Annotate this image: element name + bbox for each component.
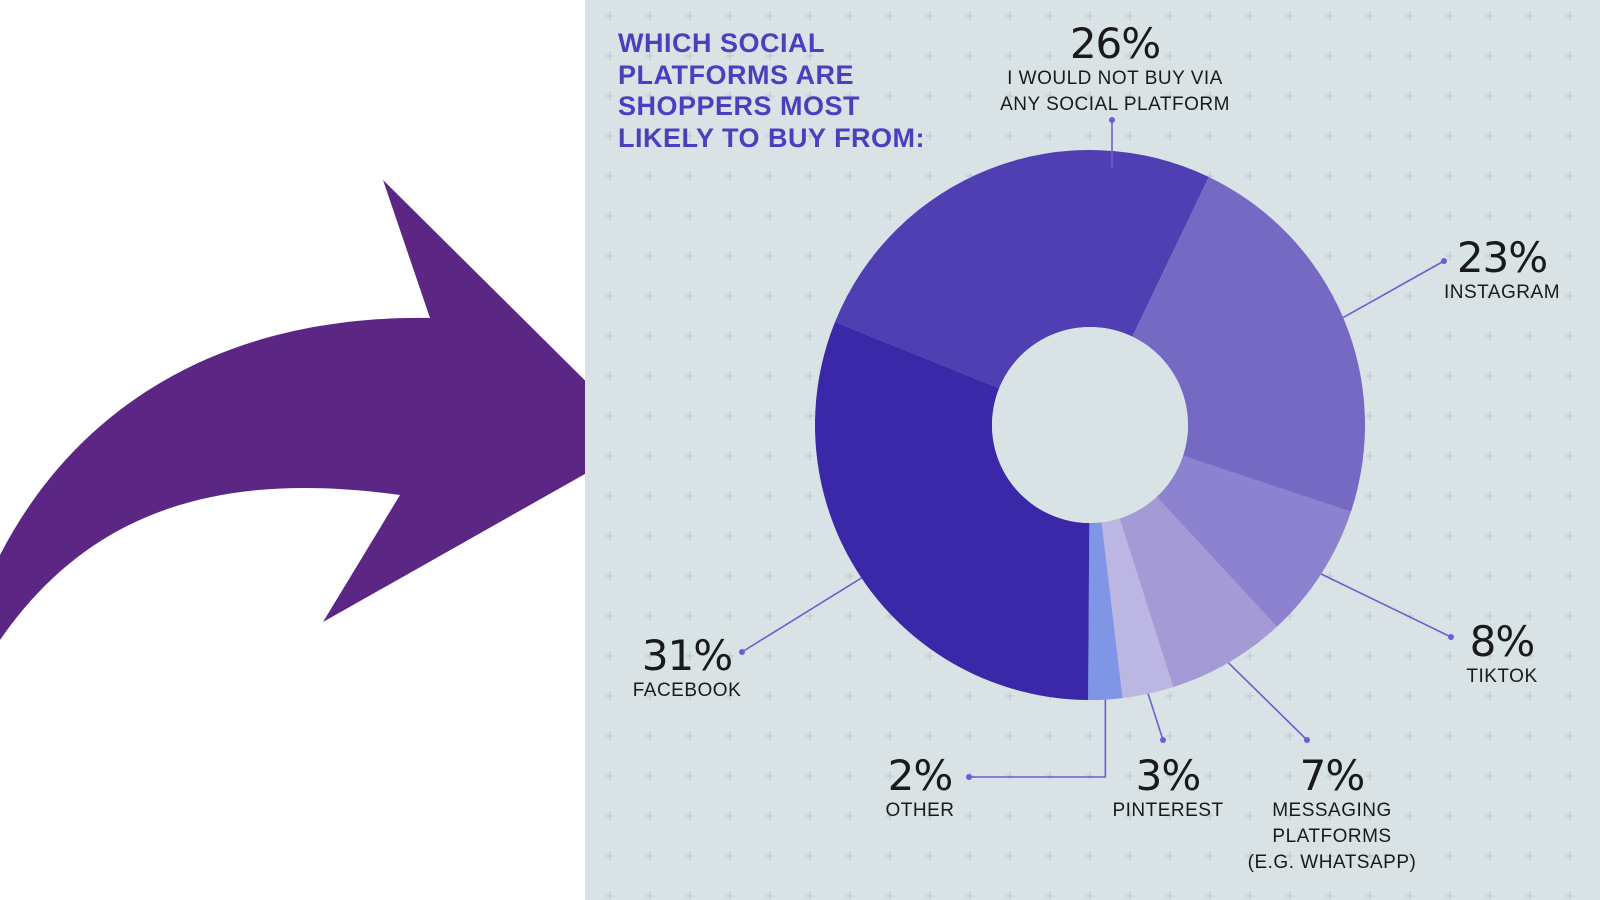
value-label: 8%: [1469, 617, 1536, 666]
category-label: PINTEREST: [1112, 800, 1224, 821]
category-label: FACEBOOK: [632, 680, 742, 701]
category-label: MESSAGING PLATFORMS (E.G. WHATSAPP): [1247, 800, 1417, 873]
leader-line: [1147, 693, 1164, 741]
value-label: 31%: [641, 631, 733, 680]
value-label: 23%: [1456, 233, 1548, 282]
label-not-buy: 26% I WOULD NOT BUY VIA ANY SOCIAL PLATF…: [995, 22, 1235, 118]
label-tiktok: 8% TIKTOK: [1466, 620, 1537, 690]
donut-slice: [1088, 522, 1123, 700]
label-facebook: 31% FACEBOOK: [633, 634, 742, 704]
leader-line: [1320, 573, 1452, 638]
category-label: TIKTOK: [1466, 666, 1538, 687]
leader-dot: [966, 774, 972, 780]
leader-dot: [739, 649, 745, 655]
leader-dot: [1448, 634, 1454, 640]
donut-slice: [1101, 518, 1174, 699]
leader-dot: [1304, 737, 1310, 743]
leader-dot: [1441, 258, 1447, 264]
value-label: 3%: [1135, 751, 1202, 800]
leader-line: [741, 577, 862, 653]
category-label: I WOULD NOT BUY VIA ANY SOCIAL PLATFORM: [1000, 68, 1230, 115]
leader-line: [969, 699, 1107, 778]
donut-slice: [1156, 455, 1351, 627]
donut-hole: [992, 327, 1188, 523]
arrow-shape: [0, 180, 645, 640]
category-label: OTHER: [885, 800, 955, 821]
leader-dot: [1160, 737, 1166, 743]
value-label: 7%: [1299, 751, 1366, 800]
leader-line: [1342, 260, 1445, 319]
leader-dot: [1109, 117, 1115, 123]
donut-slice: [1132, 176, 1365, 512]
donut-slice: [835, 149, 1209, 389]
label-messaging: 7% MESSAGING PLATFORMS (E.G. WHATSAPP): [1247, 754, 1417, 876]
label-other: 2% OTHER: [886, 754, 955, 824]
leader-lines: [739, 117, 1454, 780]
chart-title: WHICH SOCIAL PLATFORMS ARE SHOPPERS MOST…: [618, 28, 926, 153]
label-pinterest: 3% PINTEREST: [1112, 754, 1223, 824]
label-instagram: 23% INSTAGRAM: [1444, 236, 1560, 306]
donut-slices: [815, 149, 1365, 700]
donut-slice: [815, 321, 1090, 700]
category-label: INSTAGRAM: [1443, 282, 1561, 303]
value-label: 2%: [887, 751, 954, 800]
leader-line: [1227, 662, 1308, 741]
value-label: 26%: [1069, 19, 1161, 68]
donut-slice: [1119, 496, 1277, 688]
